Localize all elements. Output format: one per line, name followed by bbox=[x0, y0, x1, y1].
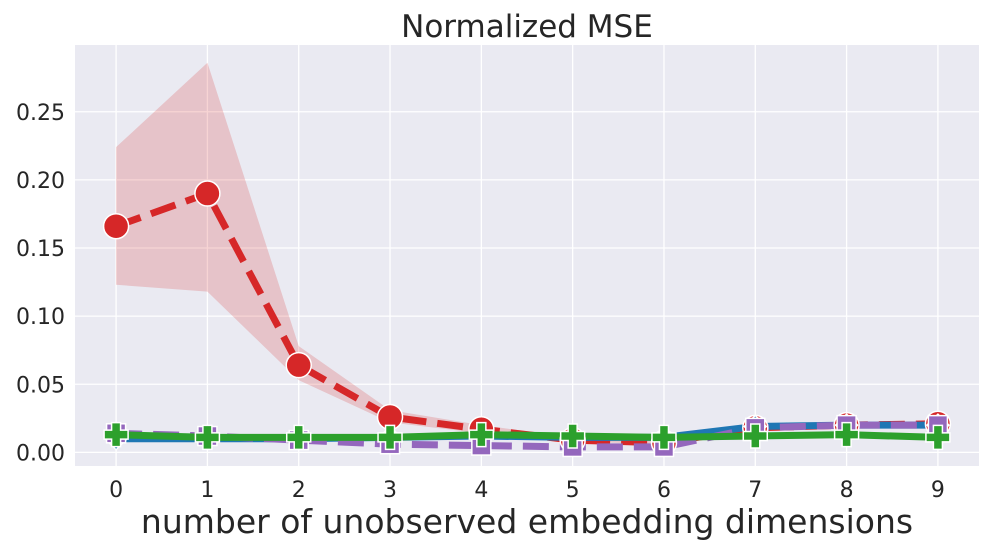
plot-area bbox=[75, 45, 979, 466]
x-tick-label: 6 bbox=[657, 478, 671, 503]
y-tick-label: 0.20 bbox=[16, 169, 65, 194]
y-tick-label: 0.05 bbox=[16, 373, 65, 398]
y-tick-labels: 0.00 0.05 0.10 0.15 0.20 0.25 bbox=[16, 101, 65, 467]
x-tick-label: 4 bbox=[474, 478, 488, 503]
x-tick-label: 5 bbox=[566, 478, 580, 503]
x-tick-label: 3 bbox=[383, 478, 397, 503]
series-markers bbox=[102, 180, 952, 458]
x-axis-label: number of unobserved embedding dimension… bbox=[141, 502, 913, 541]
confidence-band bbox=[116, 62, 938, 445]
data-point bbox=[833, 421, 860, 448]
y-tick-label: 0.10 bbox=[16, 305, 65, 330]
x-tick-label: 1 bbox=[200, 478, 214, 503]
data-point bbox=[651, 424, 677, 451]
x-tick-label: 8 bbox=[840, 478, 854, 503]
x-tick-label: 9 bbox=[931, 478, 945, 503]
data-point bbox=[468, 421, 495, 448]
series-lines bbox=[114, 190, 939, 451]
chart-title: Normalized MSE bbox=[401, 9, 653, 45]
data-point bbox=[103, 421, 129, 448]
data-point bbox=[102, 212, 130, 240]
data-point bbox=[742, 423, 769, 449]
y-tick-label: 0.00 bbox=[16, 441, 65, 466]
data-point bbox=[285, 351, 312, 379]
x-tick-label: 2 bbox=[292, 478, 306, 503]
data-point bbox=[285, 424, 312, 451]
x-tick-labels: 0 1 2 3 4 5 6 7 8 9 bbox=[109, 478, 945, 503]
confidence-bands bbox=[116, 62, 938, 445]
grid bbox=[75, 45, 979, 466]
data-point bbox=[559, 423, 586, 449]
y-tick-label: 0.15 bbox=[16, 237, 65, 262]
y-tick-label: 0.25 bbox=[16, 101, 65, 126]
series-line bbox=[115, 421, 938, 451]
x-tick-label: 7 bbox=[748, 478, 762, 503]
data-point bbox=[194, 424, 221, 451]
data-point bbox=[194, 180, 221, 207]
data-point bbox=[925, 424, 951, 451]
x-tick-label: 0 bbox=[109, 478, 123, 503]
series-line bbox=[115, 431, 939, 441]
data-point bbox=[377, 424, 403, 451]
